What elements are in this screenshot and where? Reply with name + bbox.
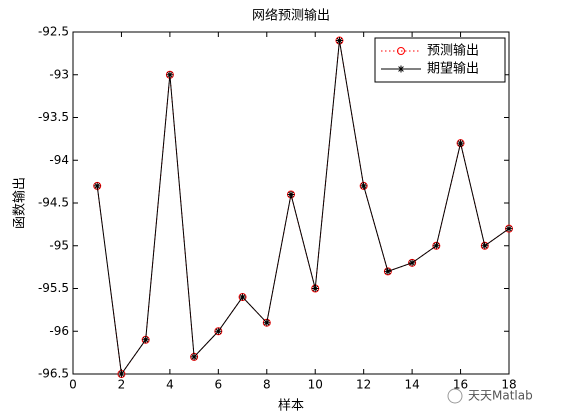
y-tick-label: -96.5 [38,367,69,381]
data-point [311,285,319,292]
plot-area [72,31,510,375]
x-tick-label: 0 [69,378,77,392]
x-tick-label: 14 [404,378,419,392]
legend-label: 预测输出 [427,43,479,59]
data-point [190,353,198,361]
x-tick-label: 6 [215,378,223,392]
watermark: 天天Matlab [468,389,533,403]
y-axis-label: 函数输出 [12,177,28,229]
chart-title: 网络预测输出 [252,8,330,24]
x-tick-label: 8 [263,378,271,392]
x-tick-label: 16 [453,378,468,392]
legend-marker [397,47,405,55]
data-point [166,71,174,79]
data-point [335,37,343,45]
data-point [214,327,222,335]
x-tick-label: 4 [166,378,174,392]
x-tick-label: 10 [308,378,323,392]
data-point [432,242,440,250]
data-point [263,319,271,327]
data-point [384,267,392,275]
legend-box [374,37,506,83]
series-line [96,40,510,376]
y-tick-label: -93 [49,67,69,81]
legend-marker [397,65,405,73]
data-point [287,190,295,198]
x-tick-label: 12 [356,378,371,392]
data-point [93,182,101,190]
x-axis-label: 样本 [278,399,304,414]
data-point [408,259,416,267]
watermark-icon [447,388,463,404]
data-point [505,225,513,233]
data-point [481,242,489,250]
data-point [457,139,465,147]
y-tick-label: -96 [49,324,69,338]
data-point [239,293,247,301]
data-point [117,370,125,378]
y-tick-label: -95 [49,238,69,252]
y-tick-label: -95.5 [38,281,69,295]
y-tick-label: -94 [49,153,69,167]
x-tick-label: 2 [118,378,126,392]
y-tick-label: -92.5 [38,25,69,39]
y-tick-label: -93.5 [38,110,69,124]
data-point [142,336,150,344]
x-tick-label: 18 [501,378,516,392]
legend-label: 期望输出 [427,61,479,77]
y-tick-label: -94.5 [38,196,69,210]
data-point [360,182,368,190]
